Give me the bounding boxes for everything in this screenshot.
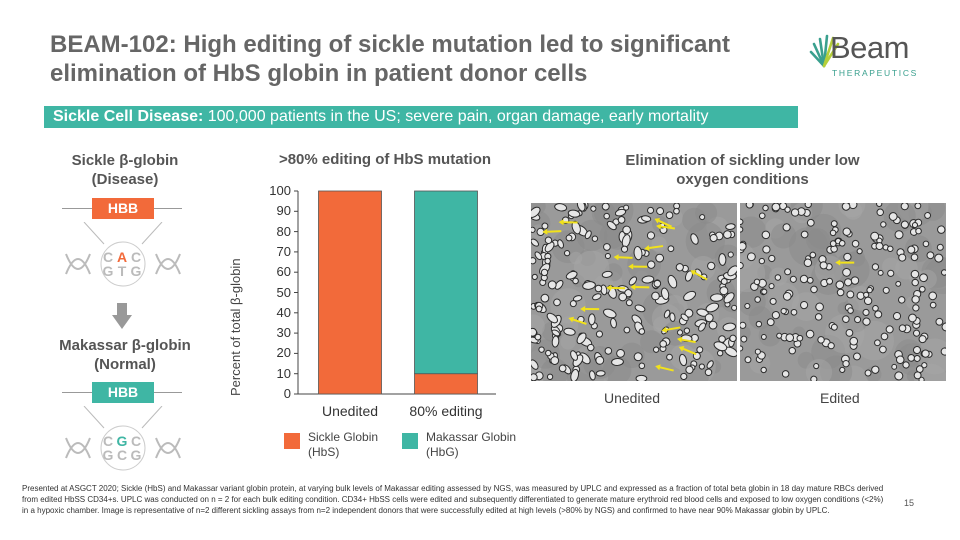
- dna-helix-disease: C A C G T G: [65, 222, 181, 287]
- sickled-cell-arrow-icon: [644, 245, 664, 252]
- y-tick-label: 10: [276, 365, 291, 381]
- hbb-gene-label-normal: HBB: [92, 382, 154, 403]
- normal-heading: Makassar β-globin (Normal): [59, 337, 191, 373]
- y-tick-label: 90: [276, 203, 291, 219]
- sickled-cell-arrow-icon: [568, 316, 587, 325]
- bar-80-editing-series-1: [414, 190, 478, 375]
- base-bottom-2: C: [117, 447, 127, 463]
- sickled-cell-arrow-icon: [661, 326, 681, 333]
- base-top-3: C: [131, 433, 141, 449]
- down-arrow-icon: [112, 303, 132, 329]
- sickled-cell-arrow-icon: [655, 364, 674, 372]
- y-tick-label: 100: [269, 183, 291, 198]
- image-label-unedited: Unedited: [604, 390, 661, 406]
- legend-label-hbg: Makassar Globin (HbG): [426, 430, 517, 459]
- logo-wordmark: Beam: [830, 30, 909, 65]
- sickled-cell-arrow-icon: [606, 284, 626, 291]
- normal-cells-image: [740, 203, 946, 381]
- base-top-2-highlight: A: [117, 249, 127, 265]
- hbb-gene-label-disease: HBB: [92, 198, 154, 219]
- disease-heading: Sickle β-globin (Disease): [71, 152, 179, 188]
- beam-logo: Beam THERAPEUTICS: [806, 18, 926, 88]
- base-top-3: C: [131, 249, 141, 265]
- sickled-cell-arrow-icon: [678, 346, 697, 356]
- y-tick-label: 80: [276, 223, 291, 239]
- base-bottom-3: G: [131, 263, 142, 279]
- base-bottom-1: G: [103, 263, 114, 279]
- banner-bold: Sickle Cell Disease:: [53, 108, 204, 125]
- y-tick-label: 40: [276, 304, 291, 320]
- sickled-cell-arrow-icon: [654, 218, 673, 228]
- microscopy-image-unedited: [531, 203, 737, 381]
- sickled-cells-image: [531, 203, 737, 381]
- y-tick-label: 0: [283, 386, 291, 401]
- y-tick-label: 30: [276, 325, 291, 341]
- x-tick-label: Unedited: [321, 403, 379, 419]
- y-tick-label: 50: [276, 284, 291, 300]
- legend-swatch-hbs: [284, 433, 300, 449]
- banner: Sickle Cell Disease: 100,000 patients in…: [44, 106, 798, 128]
- y-tick-label: 20: [276, 345, 291, 361]
- x-tick-label: 80% editing: [409, 403, 483, 419]
- base-top-1: C: [103, 249, 113, 265]
- base-bottom-2: T: [118, 263, 127, 279]
- dna-helix-normal: C G C G C G: [65, 406, 181, 471]
- legend-label-hbs: Sickle Globin (HbS): [308, 430, 379, 459]
- base-top-2-highlight: G: [117, 433, 128, 449]
- sickled-cell-arrow-icon: [835, 259, 855, 266]
- microscopy-image-edited: [740, 203, 946, 381]
- sickled-cell-arrow-icon: [613, 254, 633, 261]
- legend-swatch-hbg: [402, 433, 418, 449]
- sickled-cell-arrow-icon: [628, 263, 648, 270]
- sickled-cell-arrow-icon: [558, 219, 578, 226]
- sunburst-icon: [809, 34, 840, 68]
- sickling-heading: Elimination of sickling under low oxygen…: [625, 152, 860, 188]
- sickled-cell-arrow-icon: [676, 336, 696, 344]
- sickled-cell-arrow-icon: [580, 305, 600, 312]
- chart-heading: >80% editing of HbS mutation: [278, 151, 492, 168]
- sickled-cell-arrow-icon: [542, 228, 562, 235]
- banner-text: 100,000 patients in the US; severe pain,…: [203, 108, 709, 125]
- bar-80-editing-series-0: [414, 373, 478, 395]
- y-tick-label: 60: [276, 264, 291, 280]
- logo-subtitle: THERAPEUTICS: [832, 68, 919, 78]
- y-tick-label: 70: [276, 243, 291, 259]
- slide-title: BEAM-102: High editing of sickle mutatio…: [50, 31, 731, 87]
- page-number: 15: [904, 498, 915, 508]
- base-bottom-1: G: [103, 447, 114, 463]
- base-top-1: C: [103, 433, 113, 449]
- base-bottom-3: G: [131, 447, 142, 463]
- bar-unedited-series-0: [318, 190, 382, 395]
- sickled-cell-arrow-icon: [630, 284, 650, 291]
- footnote: Presented at ASGCT 2020; Sickle (HbS) an…: [22, 484, 884, 515]
- sickled-cell-arrow-icon: [690, 270, 708, 281]
- image-label-edited: Edited: [820, 390, 860, 406]
- sickled-cell-arrow-icon: [656, 223, 676, 230]
